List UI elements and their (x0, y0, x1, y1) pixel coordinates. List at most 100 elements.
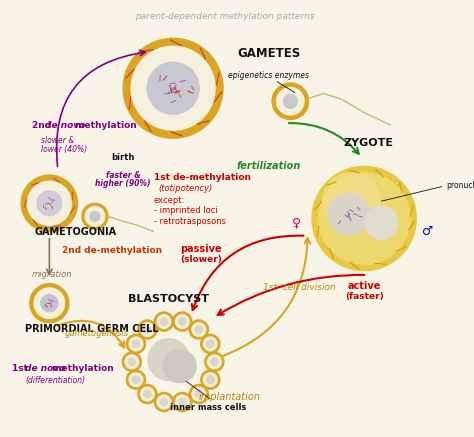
Circle shape (189, 385, 209, 404)
Circle shape (203, 337, 217, 351)
Text: GAMETOGONIA: GAMETOGONIA (34, 226, 117, 236)
Circle shape (328, 193, 370, 235)
Circle shape (90, 212, 100, 221)
Circle shape (207, 340, 214, 347)
Text: migration: migration (32, 271, 73, 279)
Circle shape (160, 318, 168, 325)
Text: 2nd: 2nd (32, 121, 54, 130)
Text: methylation: methylation (49, 364, 114, 373)
Circle shape (127, 370, 146, 389)
Circle shape (160, 399, 168, 406)
Circle shape (322, 173, 380, 230)
Circle shape (175, 315, 189, 329)
Circle shape (144, 390, 151, 398)
Text: lower (40%): lower (40%) (41, 145, 87, 153)
Circle shape (27, 181, 72, 225)
Circle shape (312, 166, 416, 271)
Text: ZYGOTE: ZYGOTE (344, 138, 393, 148)
Text: active: active (347, 281, 381, 291)
Circle shape (30, 284, 69, 323)
Circle shape (138, 320, 157, 339)
Text: 1st de-methylation: 1st de-methylation (154, 173, 251, 182)
Circle shape (41, 295, 58, 312)
Text: PRIMORDIAL GERM CELL: PRIMORDIAL GERM CELL (26, 324, 159, 334)
Circle shape (132, 340, 139, 347)
Circle shape (155, 312, 173, 331)
Circle shape (140, 323, 154, 336)
Text: pronuclei: pronuclei (447, 181, 474, 191)
Text: fertilization: fertilization (237, 161, 301, 171)
Circle shape (129, 373, 143, 387)
Circle shape (157, 395, 171, 409)
Circle shape (173, 312, 192, 331)
Circle shape (138, 385, 157, 404)
Circle shape (179, 399, 186, 406)
Circle shape (175, 395, 189, 409)
Circle shape (128, 358, 136, 365)
Circle shape (283, 94, 297, 108)
Circle shape (208, 355, 221, 369)
Circle shape (155, 392, 173, 412)
Circle shape (131, 46, 215, 130)
Text: (faster): (faster) (345, 292, 383, 301)
Circle shape (272, 83, 309, 119)
Text: - retrotrasposons: - retrotrasposons (154, 217, 226, 225)
Text: faster &: faster & (106, 170, 141, 180)
Circle shape (125, 355, 139, 369)
Circle shape (203, 373, 217, 387)
Text: (totipotency): (totipotency) (158, 184, 212, 194)
Text: BLASTOCYST: BLASTOCYST (128, 294, 210, 304)
Circle shape (201, 370, 220, 389)
Text: 1st: 1st (12, 364, 32, 373)
Circle shape (365, 206, 398, 239)
Circle shape (173, 392, 192, 412)
Circle shape (195, 390, 202, 398)
Text: higher (90%): higher (90%) (95, 179, 151, 188)
Circle shape (129, 337, 143, 351)
Text: except:: except: (154, 196, 185, 205)
Circle shape (122, 352, 141, 371)
Text: implantation: implantation (199, 392, 261, 402)
Circle shape (21, 175, 78, 232)
Text: (differentiation): (differentiation) (26, 375, 86, 385)
Circle shape (127, 334, 146, 354)
Circle shape (132, 376, 139, 383)
Circle shape (85, 207, 105, 226)
Circle shape (147, 62, 199, 114)
Text: inner mass cells: inner mass cells (170, 403, 246, 412)
Text: methylation: methylation (73, 121, 137, 130)
Circle shape (189, 320, 209, 339)
Circle shape (179, 318, 186, 325)
Circle shape (140, 387, 154, 401)
Circle shape (277, 87, 304, 115)
Circle shape (201, 334, 220, 354)
Circle shape (148, 339, 190, 381)
Text: epigenetics enzymes: epigenetics enzymes (228, 71, 309, 80)
Circle shape (192, 387, 206, 401)
Text: passive: passive (181, 244, 222, 254)
Circle shape (192, 323, 206, 336)
Circle shape (195, 326, 202, 333)
Circle shape (144, 326, 151, 333)
Circle shape (82, 203, 108, 229)
Circle shape (34, 288, 64, 319)
Text: - imprinted loci: - imprinted loci (154, 206, 217, 215)
Text: GAMETES: GAMETES (237, 47, 300, 60)
Text: 1st  cell division: 1st cell division (263, 284, 336, 292)
Circle shape (37, 191, 62, 216)
Text: de novo: de novo (25, 364, 65, 373)
Text: (slower): (slower) (181, 255, 222, 264)
Circle shape (211, 358, 218, 365)
Text: slower &: slower & (41, 136, 74, 145)
Text: 2nd de-methylation: 2nd de-methylation (63, 246, 163, 255)
Circle shape (207, 376, 214, 383)
Circle shape (157, 315, 171, 329)
Text: gametogenesis: gametogenesis (64, 329, 128, 338)
Text: de novo: de novo (45, 121, 85, 130)
Circle shape (163, 350, 196, 383)
Text: birth: birth (111, 153, 135, 162)
Text: parent-dependent methylation patterns: parent-dependent methylation patterns (136, 12, 315, 21)
Circle shape (123, 38, 223, 138)
Text: ♀: ♀ (292, 216, 301, 229)
Text: ♂: ♂ (421, 225, 433, 238)
